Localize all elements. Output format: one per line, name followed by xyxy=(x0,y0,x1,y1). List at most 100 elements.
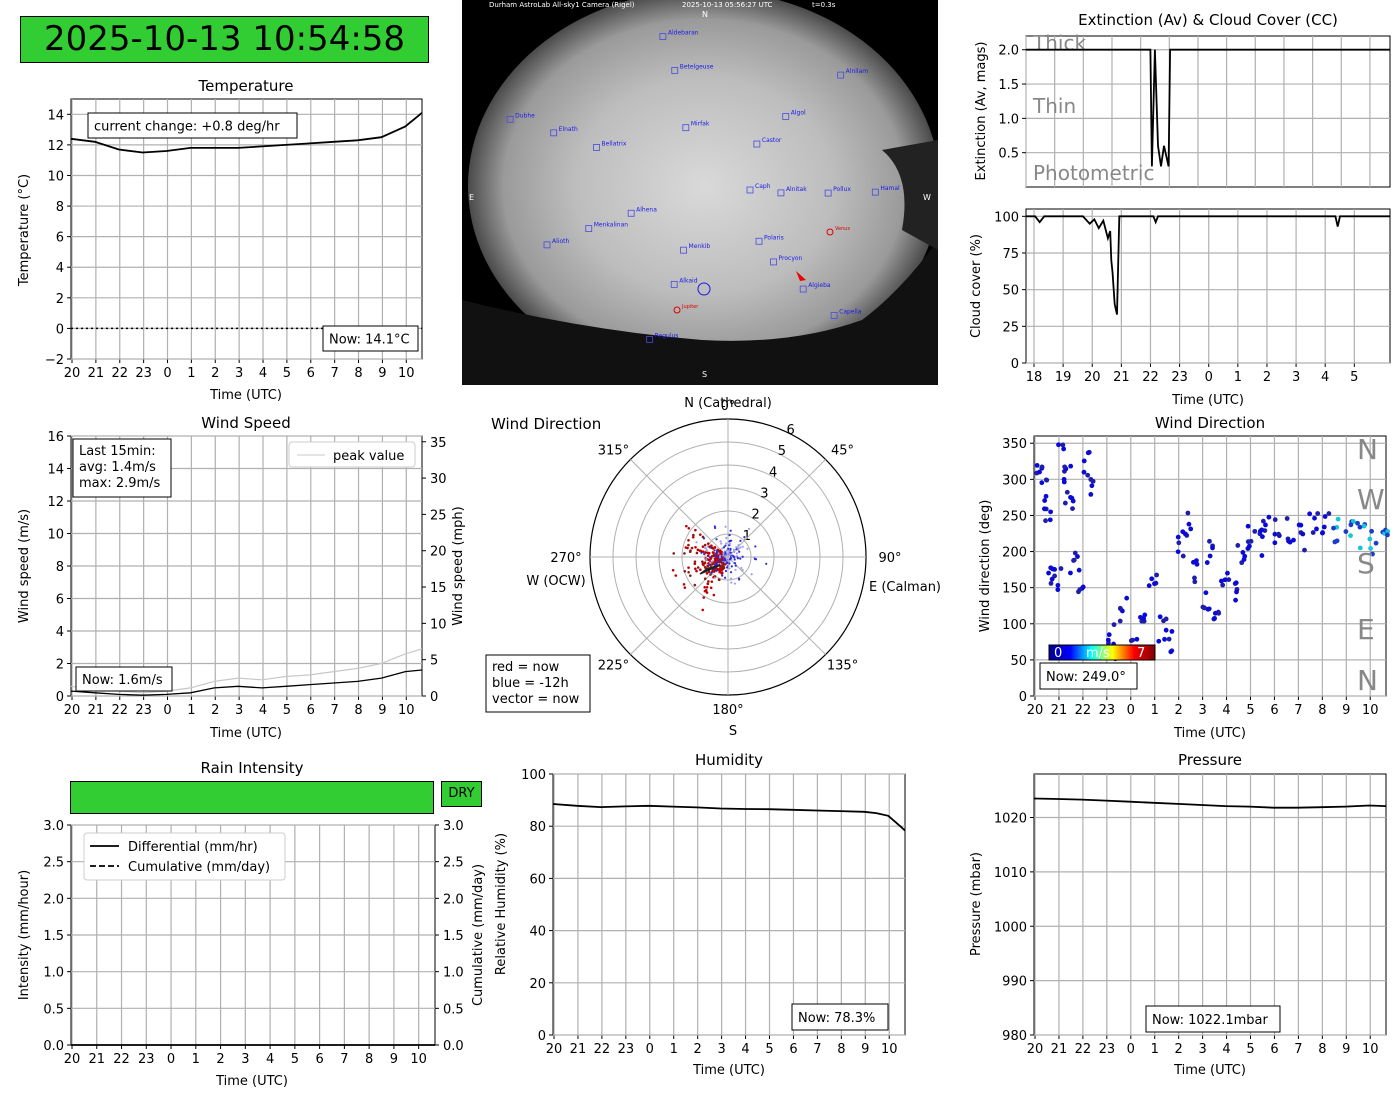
wind-polar-point-past xyxy=(734,568,737,572)
wind-polar-point-now xyxy=(717,556,720,560)
wind-polar-point-now xyxy=(695,551,699,555)
wind-polar-point-now xyxy=(719,562,722,566)
wind-polar-point-now xyxy=(721,567,725,571)
pressure-ytick-label: 990 xyxy=(1002,975,1027,990)
wind-dir-ytick-label: 200 xyxy=(1002,546,1027,561)
wind-polar-spoke xyxy=(630,556,729,655)
wind-polar-point-past xyxy=(728,551,731,555)
wind-polar-point-past xyxy=(708,556,712,559)
wind-polar-point-past xyxy=(729,555,733,558)
cloud-ylabel: Cloud cover (%) xyxy=(969,234,984,338)
temperature-xtick-label: 5 xyxy=(283,366,291,381)
pressure-ytick-label: 980 xyxy=(1002,1029,1027,1044)
wind-polar-point-now xyxy=(722,559,726,563)
wind-polar-point-past xyxy=(724,554,727,557)
wind-dir-point xyxy=(1222,577,1228,583)
wind-polar-point-now xyxy=(718,567,722,570)
wind-dir-point xyxy=(1086,449,1092,455)
humidity-xtick-label: 21 xyxy=(570,1042,587,1057)
wind-polar-point-past xyxy=(722,554,725,557)
wind-dir-point xyxy=(1203,590,1209,596)
cloud-xtick-label: 2 xyxy=(1263,370,1271,385)
camera-star-label: Dubhe xyxy=(515,112,535,119)
wind-dir-point xyxy=(1276,533,1282,539)
wind-polar-point-past xyxy=(728,550,731,553)
camera-obstruction xyxy=(882,140,938,250)
wind-dir-colorbar xyxy=(1048,644,1156,661)
pressure-xlabel: Time (UTC) xyxy=(1173,1063,1246,1078)
wind-dir-xtick-label: 9 xyxy=(1342,703,1350,718)
wind-polar-point-past xyxy=(728,552,731,555)
wind-dir-point xyxy=(1062,468,1067,474)
wind-dir-point xyxy=(1128,638,1134,644)
wind-dir-point xyxy=(1071,558,1076,563)
humidity-xtick-label: 1 xyxy=(670,1042,678,1057)
wind-polar-point-past xyxy=(740,566,743,570)
camera-star-marker xyxy=(506,115,514,123)
wind-dir-point xyxy=(1061,479,1067,485)
wind-dir-point xyxy=(1064,489,1070,495)
wind-polar-vector xyxy=(703,564,721,572)
humidity-ytick-label: 0 xyxy=(538,1029,546,1044)
wind-polar-point-past xyxy=(747,527,751,530)
wind-speed-ytick-right-label: 10 xyxy=(430,617,447,632)
wind-polar-point-now xyxy=(696,548,700,552)
wind-dir-now-box xyxy=(1039,662,1138,690)
pressure-xtick-label: 5 xyxy=(1246,1042,1254,1057)
wind-polar-point-now xyxy=(718,559,722,563)
temperature-ytick-label: 14 xyxy=(47,108,64,123)
camera-star-marker xyxy=(680,246,687,254)
wind-polar-point-past xyxy=(724,544,727,547)
wind-speed-xlabel: Time (UTC) xyxy=(209,726,282,741)
allsky-camera-image[interactable]: Durham AstroLab All-sky1 Camera (Rigel) 2… xyxy=(462,0,938,385)
extinction-ytick-label: 1.5 xyxy=(998,78,1019,93)
humidity-xtick-label: 22 xyxy=(594,1042,611,1057)
wind-dir-point xyxy=(1039,465,1045,471)
wind-dir-point xyxy=(1315,511,1321,516)
wind-polar-point-now xyxy=(703,577,707,580)
cloud-ytick-label: 50 xyxy=(1002,284,1019,299)
rain-xlabel: Time (UTC) xyxy=(215,1074,288,1089)
wind-polar-point-past xyxy=(746,547,749,550)
wind-polar-point-now xyxy=(722,561,726,564)
wind-polar-point-now xyxy=(689,549,692,552)
wind-dir-point xyxy=(1152,581,1157,587)
wind-polar-point-now xyxy=(709,563,712,567)
wind-polar-point-now xyxy=(706,542,710,545)
rain-ytick-right-label: 0.0 xyxy=(443,1039,464,1054)
wind-polar-point-now xyxy=(720,561,724,564)
wind-polar-point-past xyxy=(743,535,746,539)
wind-polar-point-now xyxy=(705,591,709,594)
wind-polar-point-past xyxy=(741,568,744,572)
wind-polar-point-past xyxy=(728,567,731,570)
wind-polar-point-past xyxy=(739,546,742,549)
wind-polar-point-past xyxy=(735,548,738,551)
rain-frame xyxy=(70,824,436,1046)
wind-polar-point-past xyxy=(728,549,731,552)
wind-polar-ring-label: 5 xyxy=(778,444,786,459)
camera-star-marker xyxy=(824,189,832,197)
wind-polar-point-now xyxy=(719,560,723,563)
humidity-xtick-label: 8 xyxy=(837,1042,845,1057)
wind-polar-point-now xyxy=(722,555,725,559)
wind-dir-point xyxy=(1350,519,1356,524)
wind-dir-point xyxy=(1185,510,1191,516)
camera-star-label: Alioth xyxy=(552,238,569,245)
cloud-frame xyxy=(1025,208,1391,364)
camera-star-label: Menkalinan xyxy=(594,222,629,229)
wind-polar-point-now xyxy=(720,572,724,575)
camera-star-marker xyxy=(671,66,679,74)
wind-dir-point xyxy=(1055,582,1061,588)
wind-polar-point-past xyxy=(724,561,727,564)
wind-polar-point-past xyxy=(734,555,738,558)
wind-polar-point-now xyxy=(715,554,719,558)
wind-polar-point-now xyxy=(718,569,721,572)
wind-dir-point xyxy=(1184,533,1190,538)
wind-dir-point xyxy=(1180,529,1186,535)
wind-polar-point-now xyxy=(713,567,717,571)
wind-polar-point-now xyxy=(702,563,705,567)
wind-polar-point-past xyxy=(727,551,731,554)
wind-polar-point-past xyxy=(725,536,728,540)
rain-xtick-label: 0 xyxy=(167,1052,175,1067)
wind-polar-point-now xyxy=(712,570,716,573)
